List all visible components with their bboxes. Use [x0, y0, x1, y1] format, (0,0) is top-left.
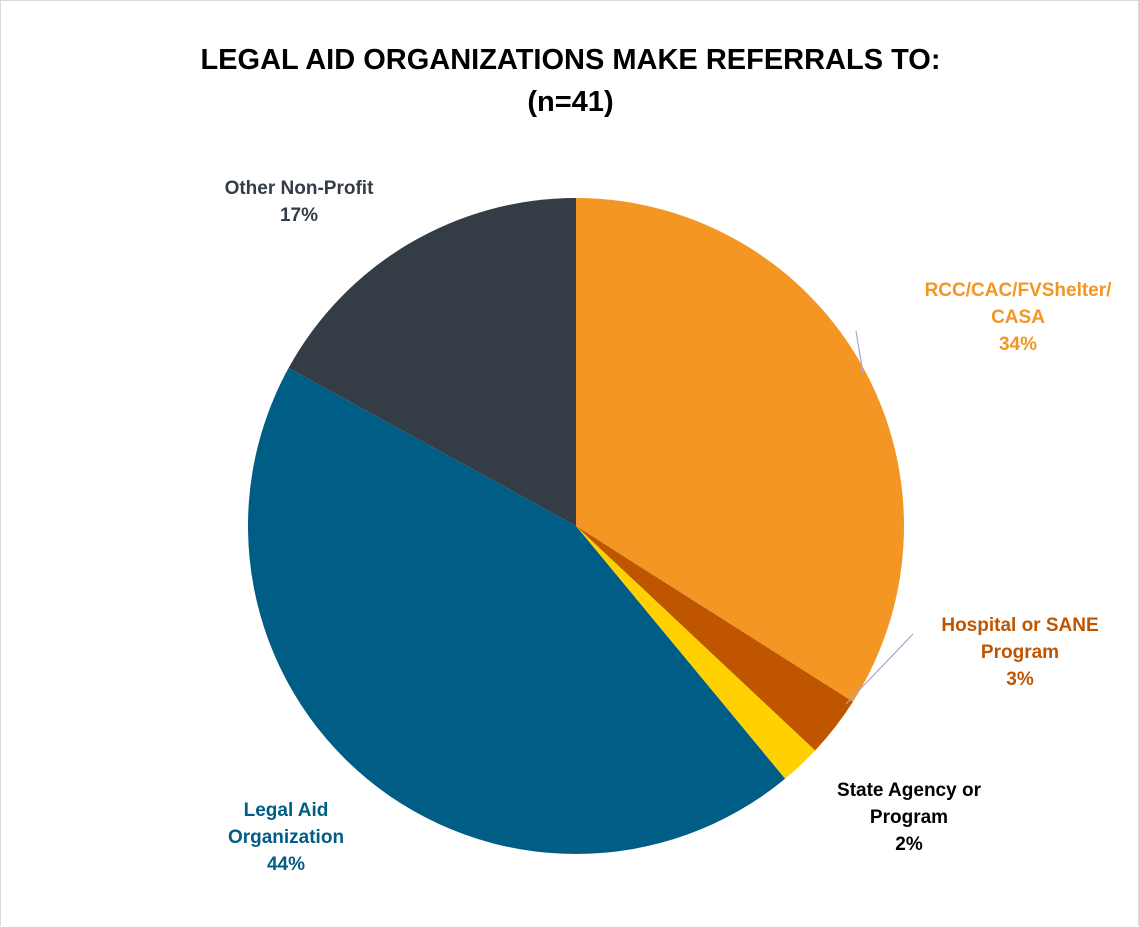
- slice-label-line-2: Hospital or SANE: [941, 615, 1098, 636]
- slice-label-line-4: Organization: [228, 827, 344, 848]
- slice-label-3: State Agency or Program 2%: [837, 780, 982, 855]
- pie-slice-2: [576, 526, 853, 751]
- slice-percent-1: 34%: [999, 334, 1037, 355]
- slice-label-2: Hospital or SANE Program 3%: [941, 615, 1098, 690]
- slice-label-line-1: RCC/CAC/FVShelter/: [925, 280, 1113, 301]
- leader-line-1: [855, 330, 864, 374]
- slice-percent-3: 2%: [895, 834, 923, 855]
- pie-slices: [247, 198, 904, 855]
- slice-label-line-1: CASA: [991, 307, 1045, 328]
- pie-slice-1: [576, 198, 904, 702]
- slice-percent-5: 17%: [280, 205, 318, 226]
- chart-subtitle: (n=41): [527, 86, 614, 118]
- pie-slice-4: [247, 367, 786, 855]
- chart-title: LEGAL AID ORGANIZATIONS MAKE REFERRALS T…: [200, 44, 941, 76]
- slice-percent-4: 44%: [267, 854, 305, 875]
- slice-label-1: RCC/CAC/FVShelter/CASA 34%: [925, 280, 1113, 355]
- slice-label-line-5: Other Non-Profit: [225, 178, 374, 199]
- leader-line-2: [845, 633, 914, 705]
- pie-slice-3: [576, 526, 816, 779]
- slice-label-4: Legal Aid Organization 44%: [228, 800, 344, 875]
- slice-label-5: Other Non-Profit 17%: [225, 178, 374, 226]
- slice-labels: RCC/CAC/FVShelter/CASA 34% Hospital or SAN…: [225, 178, 1113, 875]
- slice-label-line-3: Program: [870, 807, 948, 828]
- slice-label-line-3: State Agency or: [837, 780, 982, 801]
- pie-slice-5: [288, 198, 576, 526]
- slice-label-line-2: Program: [981, 642, 1059, 663]
- slice-percent-2: 3%: [1006, 669, 1034, 690]
- slice-label-line-4: Legal Aid: [244, 800, 329, 821]
- leader-lines: [845, 330, 914, 705]
